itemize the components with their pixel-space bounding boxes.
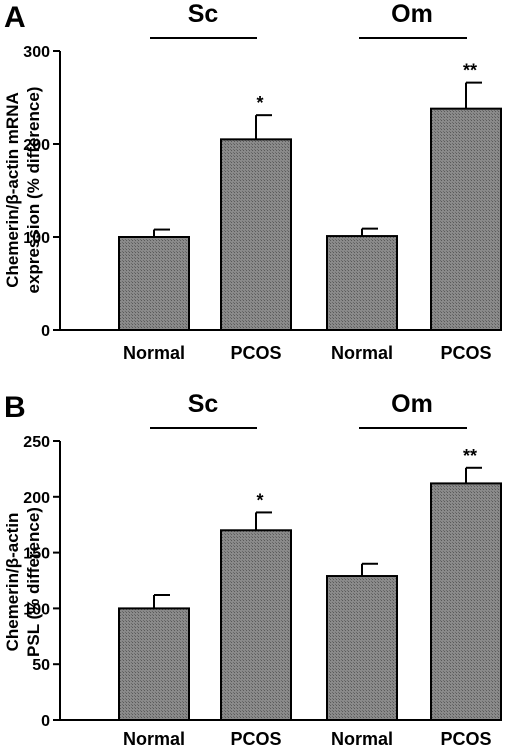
panel-b-y-tick-label: 50 <box>32 657 50 674</box>
panel-a-bar-1 <box>118 236 190 331</box>
panel-a-ylabel-line1: Chemerin/β-actin mRNA <box>3 92 22 288</box>
panel-b-y-tick-label: 100 <box>23 601 50 618</box>
panel-b-bar-3 <box>326 575 398 722</box>
panel-a-y-tick-label: 0 <box>41 323 50 340</box>
panel-a-significance-4: ** <box>463 61 477 81</box>
panel-b-significance-2: * <box>256 490 263 510</box>
panel-b-category-label-4: PCOS <box>440 729 491 749</box>
panel-a-group-sc: Sc <box>188 0 219 28</box>
panel-a-significance-2: * <box>256 93 263 113</box>
panel-b-plot: 0 50 100 150 200 250 Normal * PCOS Normal ** PCOS <box>23 434 502 749</box>
panel-a-y-tick-label: 100 <box>23 230 50 247</box>
panel-b-letter: B <box>4 391 26 424</box>
panel-a-y-tick-label: 200 <box>23 137 50 154</box>
panel-b-bar-4 <box>430 482 502 721</box>
panel-b-ylabel-line2: PSL (% difference) <box>24 507 43 657</box>
panel-a-plot: 0 100 200 300 Normal * PCOS Normal ** PCOS <box>23 44 502 363</box>
panel-b-y-tick-label: 250 <box>23 434 50 451</box>
panel-a-category-label-3: Normal <box>331 343 393 363</box>
panel-b-group-om: Om <box>391 390 433 418</box>
panel-b-y-tick-label: 200 <box>23 490 50 507</box>
panel-b-category-label-3: Normal <box>331 729 393 749</box>
panel-a-category-label-4: PCOS <box>440 343 491 363</box>
panel-a-bar-2 <box>220 138 292 331</box>
panel-b-category-label-2: PCOS <box>230 729 281 749</box>
panel-b-category-label-1: Normal <box>123 729 185 749</box>
panel-a-bar-4 <box>430 107 502 331</box>
panel-a-category-label-2: PCOS <box>230 343 281 363</box>
panel-a-y-tick-label: 300 <box>23 44 50 61</box>
panel-a-category-label-1: Normal <box>123 343 185 363</box>
panel-a-bar-3 <box>326 235 398 332</box>
panel-a-letter: A <box>4 1 26 34</box>
panel-a-group-om: Om <box>391 0 433 28</box>
panel-b-group-sc: Sc <box>188 390 219 418</box>
panel-b-bar-1 <box>118 607 190 722</box>
panel-a: A Sc Om Chemerin/β-actin mRNA expression… <box>3 0 502 363</box>
panel-b-significance-4: ** <box>463 446 477 466</box>
panel-b-y-tick-label: 150 <box>23 546 50 563</box>
panel-a-ylabel-line2: expression (% difference) <box>24 87 43 294</box>
panel-b-y-tick-label: 0 <box>41 713 50 730</box>
panel-b-bar-2 <box>220 529 292 722</box>
panel-b: B Sc Om Chemerin/β-actin PSL (% differen… <box>3 390 502 749</box>
panel-b-ylabel-line1: Chemerin/β-actin <box>3 513 22 652</box>
